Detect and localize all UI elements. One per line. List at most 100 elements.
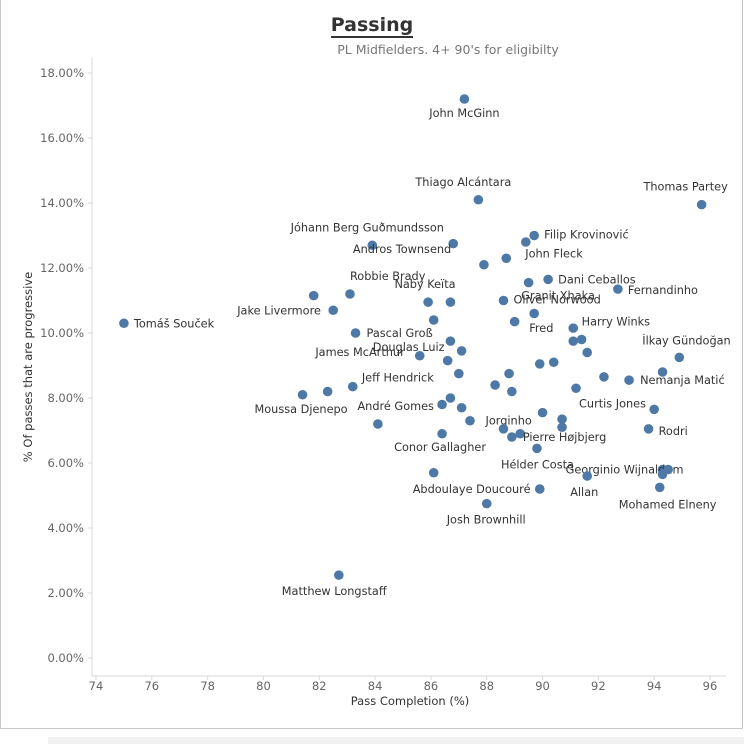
point-label: Oliver Norwood [513,294,600,307]
data-point [454,368,464,379]
x-axis-title: Pass Completion (%) [351,694,470,708]
point-label: Nemanja Matić [640,374,725,387]
x-tick-label: 90 [535,679,550,693]
point-label: Douglas Luiz [373,341,445,354]
point-label: Jeff Hendrick [361,372,434,385]
point-label: Filip Krovinović [544,229,629,242]
point-label: İlkay Gündoğan [642,334,730,347]
point-label: James McArthur [314,346,405,359]
data-point [428,467,439,478]
y-tick-label: 2.00% [47,586,84,600]
data-point [373,419,383,429]
data-point [568,336,579,346]
data-point [509,316,520,327]
x-tick-label: 96 [703,679,718,693]
point-label: Curtis Jones [579,397,646,410]
point-label: Jake Livermore [236,304,321,317]
data-point [537,407,548,418]
data-point [529,230,539,241]
point-label: Andros Townsend [353,243,451,256]
point-label: Thomas Partey [642,181,728,194]
data-point [448,238,459,249]
data-point [473,194,484,205]
point-label: Dani Ceballos [558,273,636,286]
point-label: Pascal Groß [367,327,433,340]
data-point [696,199,707,210]
data-point [548,357,559,368]
data-point [456,346,467,356]
point-label: John Fleck [524,247,583,260]
x-tick-label: 78 [200,679,215,693]
point-label: Matthew Longstaff [282,585,387,598]
x-tick-label: 86 [424,679,439,693]
data-point [557,414,567,424]
point-label: Moussa Djenepo [255,403,348,416]
y-tick-label: 10.00% [40,326,84,340]
data-point [582,347,592,358]
data-point [437,399,447,410]
data-point [367,240,378,251]
data-point [501,253,512,264]
y-tick-label: 14.00% [40,196,84,210]
y-axis-title: % Of passes that are progressive [21,272,35,462]
data-point [479,259,489,270]
data-point [576,334,587,345]
y-tick-label: 16.00% [40,131,84,145]
data-point [498,424,509,434]
point-label: Conor Gallagher [394,441,486,454]
data-point [423,297,433,307]
data-point [543,274,553,285]
data-point [481,498,492,509]
data-point [442,355,453,366]
data-point [328,305,339,316]
point-label: Jorginho [485,415,532,428]
point-label: Robbie Brady [350,270,426,283]
y-tick-label: 0.00% [47,651,84,665]
footer-strip [48,737,744,744]
data-point [347,381,358,392]
data-point [532,443,542,454]
data-point [582,471,592,481]
chart-frame [0,0,743,729]
x-tick-label: 82 [312,679,327,693]
data-point [613,284,623,294]
data-point [297,389,308,400]
x-tick-label: 94 [647,679,662,693]
chart-title: Passing [330,14,414,38]
y-tick-label: 12.00% [40,261,84,275]
data-point [322,386,333,397]
point-label: Mohamed Elneny [619,498,717,511]
point-label: Jóhann Berg Guðmundsson [290,221,444,234]
data-point [456,402,467,413]
data-point [599,372,609,382]
data-point [490,380,500,390]
data-point [504,368,514,379]
data-point [657,367,668,377]
data-point [657,469,668,480]
point-label: Abdoulaye Doucouré [413,483,531,496]
data-point [571,383,581,394]
data-point [529,308,539,319]
data-point [654,482,665,493]
point-label: Thiago Alcántara [414,176,511,189]
data-point [445,297,456,307]
point-label: Fred [529,322,553,335]
data-point [624,375,634,385]
data-point [437,428,447,439]
data-point [308,290,319,301]
data-point [498,295,509,306]
data-point [515,428,526,439]
y-tick-label: 6.00% [47,456,84,470]
data-point [568,323,579,333]
data-point [557,422,567,433]
point-label: Allan [570,486,598,499]
data-point [507,386,517,397]
x-tick-label: 84 [368,679,383,693]
point-label: Fernandinho [628,284,698,297]
point-label: Rodri [659,425,688,438]
data-point [643,424,654,434]
data-point [534,359,545,369]
point-label: John McGinn [428,107,499,120]
data-point [345,289,355,299]
data-point [334,570,344,580]
